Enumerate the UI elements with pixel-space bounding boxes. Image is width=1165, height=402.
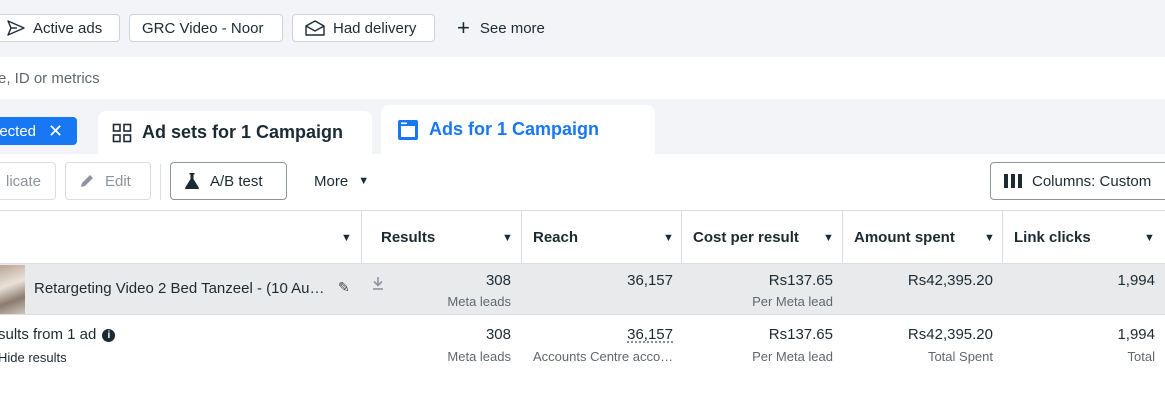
see-more-label: See more (479, 19, 545, 37)
filter-chip-label: Had delivery (333, 19, 417, 37)
ads-table: ▼ Results ▼ Reach ▼ Cost per result ▼ Am… (0, 210, 1165, 402)
ad-thumbnail (0, 265, 25, 314)
download-icon (372, 276, 384, 295)
hide-results-link[interactable]: Hide results (0, 350, 67, 365)
toolbar-divider (160, 164, 161, 200)
link-clicks-total-subtext: Total (1127, 349, 1155, 364)
amount-spent-total-subtext: Total Spent (927, 349, 993, 364)
tab-ad-sets[interactable]: Ad sets for 1 Campaign (98, 111, 372, 154)
filter-chip-campaign[interactable]: GRC Video - Noor (129, 14, 283, 42)
ad-window-icon (397, 119, 419, 141)
pencil-icon[interactable]: ✎ (338, 279, 350, 295)
table-row[interactable]: Retargeting Video 2 Bed Tanzeel - (10 Au… (0, 264, 1165, 315)
reach-total[interactable]: 36,157 (627, 326, 673, 343)
tab-label: Ad sets for 1 Campaign (142, 122, 344, 142)
filter-chip-label: GRC Video - Noor (142, 19, 264, 37)
search-bar (0, 57, 1165, 99)
edit-label: Edit (105, 172, 131, 190)
filter-chip-active-ads[interactable]: Active ads (0, 14, 120, 42)
caret-down-icon[interactable]: ▼ (823, 232, 834, 244)
action-toolbar: licate Edit A/B test More ▼ Columns: Cus… (0, 154, 1165, 210)
close-icon[interactable]: ✕ (48, 120, 64, 141)
duplicate-label: licate (6, 172, 42, 190)
summary-title: sults from 1 ad i (0, 326, 116, 343)
search-input[interactable] (0, 63, 598, 93)
selected-pill-label: lected (0, 122, 37, 140)
plus-icon: + (457, 15, 470, 40)
tab-label: Ads for 1 Campaign (429, 119, 600, 139)
flask-icon (184, 172, 200, 190)
cost-per-result-value: Rs137.65 (768, 272, 833, 289)
results-value: 308 (485, 272, 511, 289)
level-tabs: lected ✕ Ad sets for 1 Campaign Ads for … (0, 99, 1165, 154)
edit-button[interactable]: Edit (65, 162, 151, 200)
table-header: ▼ Results ▼ Reach ▼ Cost per result ▼ Am… (0, 211, 1165, 264)
reach-value: 36,157 (627, 272, 673, 289)
filter-chip-label: Active ads (33, 19, 103, 37)
duplicate-button[interactable]: licate (0, 162, 56, 200)
summary-row: sults from 1 ad i Hide results 308 Meta l… (0, 315, 1165, 402)
amount-spent-total: Rs42,395.20 (907, 326, 993, 343)
link-clicks-total: 1,994 (1117, 326, 1155, 343)
grid-icon (112, 123, 132, 143)
ab-test-label: A/B test (210, 172, 263, 190)
column-header-reach[interactable]: Reach (533, 229, 579, 246)
column-header-cost-per-result[interactable]: Cost per result (693, 229, 799, 246)
columns-icon (1004, 174, 1022, 188)
more-dropdown[interactable]: More ▼ (300, 162, 383, 200)
caret-down-icon[interactable]: ▼ (341, 232, 352, 244)
link-clicks-value: 1,994 (1117, 272, 1155, 289)
caret-down-icon[interactable]: ▼ (1144, 232, 1155, 244)
ab-test-button[interactable]: A/B test (170, 162, 287, 200)
reach-total-subtext: Accounts Centre acco… (533, 349, 674, 364)
results-total-subtext: Meta leads (447, 349, 511, 364)
pencil-icon (79, 173, 95, 189)
columns-label: Columns: Custom (1032, 172, 1152, 190)
column-header-results[interactable]: Results (381, 229, 436, 246)
tab-ads[interactable]: Ads for 1 Campaign (381, 105, 655, 154)
amount-spent-value: Rs42,395.20 (907, 272, 993, 289)
caret-down-icon[interactable]: ▼ (502, 232, 513, 244)
column-header-link-clicks[interactable]: Link clicks (1014, 229, 1091, 246)
caret-down-icon: ▼ (358, 175, 370, 187)
selected-filter-pill[interactable]: lected ✕ (0, 117, 77, 145)
caret-down-icon[interactable]: ▼ (663, 232, 674, 244)
caret-down-icon[interactable]: ▼ (984, 232, 995, 244)
envelope-icon (305, 20, 325, 36)
ad-name[interactable]: Retargeting Video 2 Bed Tanzeel - (10 Au… (34, 280, 325, 297)
more-label: More (314, 172, 349, 190)
results-subtext: Meta leads (447, 294, 511, 309)
filter-chip-had-delivery[interactable]: Had delivery (292, 14, 435, 42)
cost-per-result-total: Rs137.65 (768, 326, 833, 343)
columns-dropdown[interactable]: Columns: Custom (990, 162, 1165, 200)
info-icon[interactable]: i (102, 329, 116, 342)
filter-bar: Active ads GRC Video - Noor Had delivery… (0, 0, 1165, 57)
cost-per-result-total-subtext: Per Meta lead (752, 349, 833, 364)
see-more-button[interactable]: + See more (457, 14, 545, 42)
results-total: 308 (485, 326, 511, 343)
column-header-amount-spent[interactable]: Amount spent (854, 229, 955, 246)
cost-per-result-subtext: Per Meta lead (752, 294, 833, 309)
send-icon (7, 20, 25, 36)
